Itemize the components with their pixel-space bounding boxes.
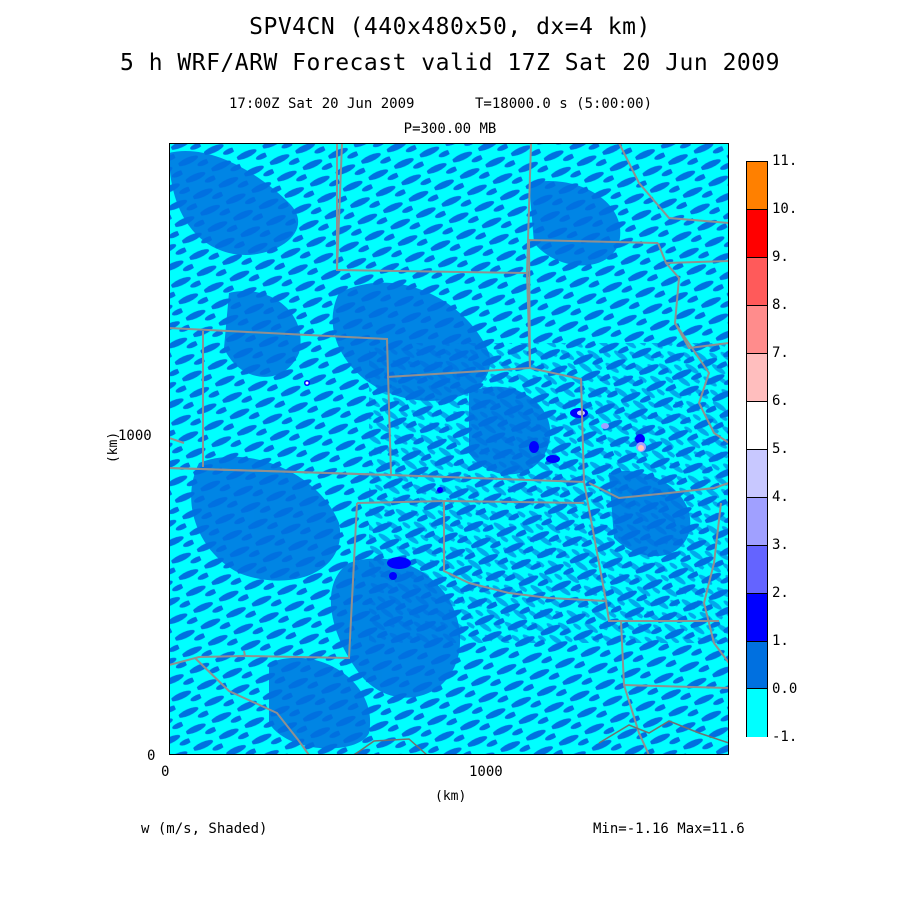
colorbar-swatch: [747, 545, 767, 594]
y-tick-label-0: 0: [147, 748, 156, 764]
colorbar-tick-label: 1.: [772, 633, 789, 649]
colorbar-tick-label: 5.: [772, 441, 789, 457]
colorbar-swatch: [747, 162, 767, 210]
x-tick-label-1000: 1000: [469, 764, 503, 780]
colorbar-tick-label: 10.: [772, 201, 798, 217]
y-axis-label: (km): [106, 431, 122, 464]
colorbar-tick-label: 7.: [772, 345, 789, 361]
map-plot-area: [169, 143, 729, 755]
colorbar-tick-label: 6.: [772, 393, 789, 409]
min-max-label: Min=-1.16 Max=11.6: [593, 821, 745, 837]
colorbar-swatch: [747, 209, 767, 258]
colorbar-swatch: [747, 449, 767, 498]
colorbar-swatch: [747, 305, 767, 354]
colorbar-swatch: [747, 689, 767, 738]
elapsed-time-label: T=18000.0 s (5:00:00): [475, 96, 653, 112]
colorbar-swatch: [747, 353, 767, 402]
colorbar-tick-label: 3.: [772, 537, 789, 553]
plot-title-line1: SPV4CN (440x480x50, dx=4 km): [249, 14, 651, 40]
colorbar-tick-label: 0.0: [772, 681, 798, 697]
colorbar-swatch: [747, 257, 767, 306]
valid-time-label: 17:00Z Sat 20 Jun 2009: [229, 96, 415, 112]
x-axis-label: (km): [435, 789, 467, 804]
coastline: [353, 720, 729, 755]
colorbar-swatch: [747, 641, 767, 690]
pressure-level-label: P=300.00 MB: [403, 121, 497, 137]
state-boundaries: [169, 143, 729, 755]
colorbar-swatch: [747, 593, 767, 642]
colorbar-swatch: [747, 497, 767, 546]
vertical-velocity-field: [169, 143, 729, 755]
y-tick-label-1000: 1000: [118, 428, 152, 444]
colorbar-tick-label: 11.: [772, 153, 798, 169]
plot-title-line2: 5 h WRF/ARW Forecast valid 17Z Sat 20 Ju…: [120, 50, 780, 76]
colorbar-tick-label: 4.: [772, 489, 789, 505]
large-updraft-regions: [169, 151, 691, 749]
colorbar-tick-label: 2.: [772, 585, 789, 601]
colorbar-tick-label: 9.: [772, 249, 789, 265]
colorbar: [746, 161, 768, 738]
colorbar-tick-label: 8.: [772, 297, 789, 313]
colorbar-tick-label: -1.: [772, 729, 798, 745]
variable-label: w (m/s, Shaded): [141, 821, 268, 837]
colorbar-swatch: [747, 401, 767, 450]
x-tick-label-0: 0: [161, 764, 170, 780]
